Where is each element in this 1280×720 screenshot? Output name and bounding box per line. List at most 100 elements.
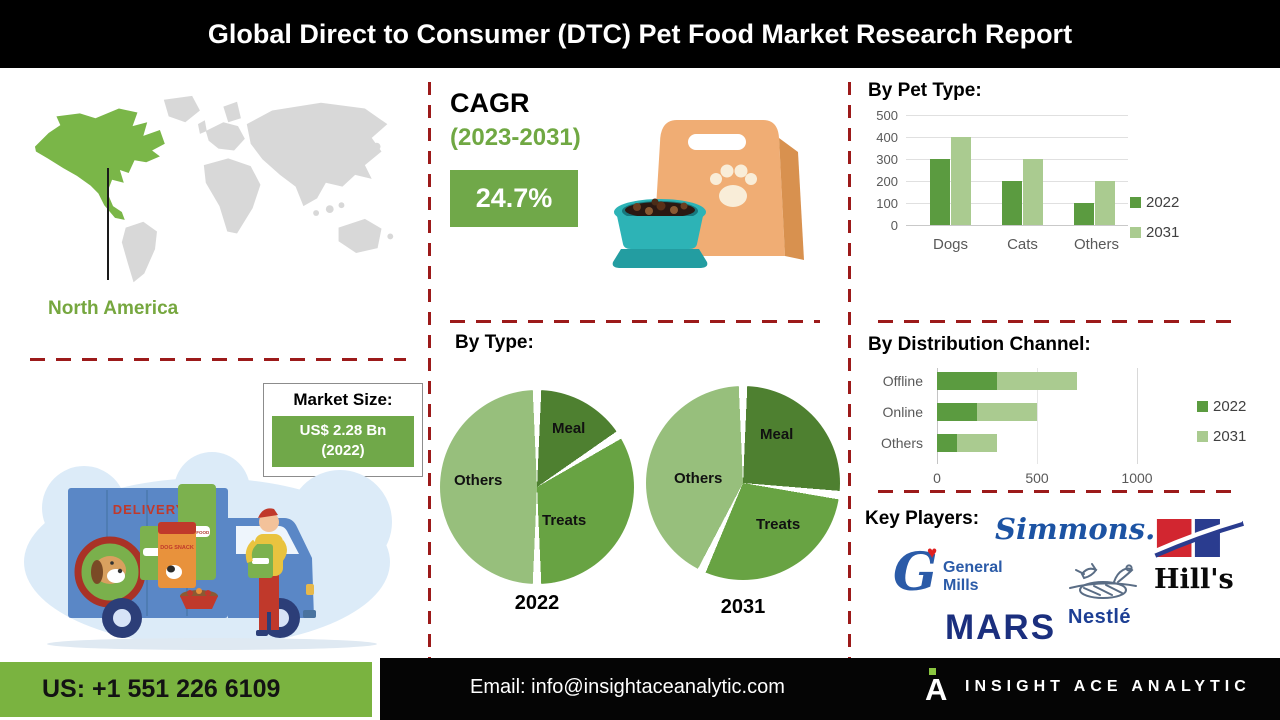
pie-2022-caption: 2022	[514, 592, 560, 614]
dist-bars-online	[937, 403, 1037, 421]
brand-logo-a: A	[925, 672, 948, 707]
email-text: Email: info@insightaceanalytic.com	[470, 676, 785, 698]
brand-logo-icon: A	[925, 666, 955, 712]
pet-food-illustration	[612, 120, 804, 268]
divider-right-mid	[878, 490, 1232, 493]
dist-segment-offline-2031	[997, 372, 1077, 390]
brand-name: INSIGHT ACE ANALYTIC	[965, 678, 1251, 695]
gridline-400	[906, 137, 1128, 138]
legend-item-2022: 2022	[1130, 194, 1179, 211]
pie-2022-label-treats: Treats	[542, 512, 587, 529]
bar-dogs-2022	[930, 159, 950, 225]
divider-right-top	[878, 320, 1232, 323]
pie-2022-label-others: Others	[454, 472, 503, 489]
market-size-amount: US$ 2.28 Bn	[299, 422, 387, 439]
cagr-value-box: 24.7%	[450, 170, 578, 227]
hills-text: Hill's	[1154, 564, 1234, 595]
dist-gridline-1000	[1137, 368, 1138, 464]
general-mills-text-2: Mills	[943, 576, 979, 594]
hills-logo: Hill's	[1150, 512, 1245, 602]
dist-xtick-0: 0	[933, 470, 941, 486]
bar-group-cats	[1002, 159, 1043, 225]
cagr-value: 24.7%	[475, 183, 553, 213]
nestle-nest-icon	[1069, 563, 1137, 599]
pie-2022-label-meal: Meal	[552, 420, 586, 437]
pie-2022: Meal Others Treats	[440, 390, 634, 584]
bar-group-dogs	[930, 137, 971, 225]
mars-logo: MARS	[945, 608, 1057, 647]
dist-rows: Offline Online Others	[868, 372, 1077, 465]
legend-swatch-2031	[1130, 227, 1141, 238]
y-tick-0: 0	[890, 218, 898, 233]
bar-dogs-2031	[951, 137, 971, 225]
legend-label-2031: 2031	[1213, 428, 1247, 445]
dist-row-online: Online	[868, 403, 1077, 421]
legend-item-2031: 2031	[1130, 224, 1179, 241]
pet-type-plot	[906, 115, 1128, 226]
pet-type-yaxis: 500 400 300 200 100 0	[868, 108, 898, 234]
world-map	[34, 95, 394, 283]
bar-others-2022	[1074, 203, 1094, 225]
truck-bag-food-label: DOG FOOD	[185, 530, 210, 535]
x-label-others: Others	[1074, 236, 1120, 253]
bar-cats-2022	[1002, 181, 1022, 225]
truck-delivery-text: DELIVERY	[113, 502, 186, 517]
dist-segment-others-2031	[957, 434, 997, 452]
legend-item-2031: 2031	[1197, 428, 1246, 445]
bar-cats-2031	[1023, 159, 1043, 225]
pie-2022-circle	[440, 390, 634, 584]
gridline-300	[906, 159, 1128, 160]
divider-vertical-right	[848, 82, 851, 658]
y-tick-400: 400	[876, 130, 898, 145]
by-type-title: By Type:	[455, 332, 534, 353]
dist-label-offline: Offline	[882, 373, 923, 389]
dist-segment-others-2022	[937, 434, 957, 452]
legend-swatch-2022	[1130, 197, 1141, 208]
y-tick-300: 300	[876, 152, 898, 167]
x-label-dogs: Dogs	[932, 236, 969, 253]
footer-bar: Email: info@insightaceanalytic.com A INS…	[380, 658, 1280, 720]
market-size-box: Market Size: US$ 2.28 Bn (2022)	[263, 383, 423, 477]
key-players-label: Key Players:	[865, 508, 980, 529]
phone-box: US: +1 551 226 6109	[0, 662, 372, 717]
dist-legend: 2022 2031	[1197, 398, 1246, 445]
market-size-year: (2022)	[321, 442, 365, 460]
general-mills-g-mark: G	[893, 542, 938, 603]
truck-bag-snack-label: DOG SNACK	[160, 545, 194, 551]
dist-bars-others	[937, 434, 997, 452]
y-tick-100: 100	[876, 196, 898, 211]
dist-row-others: Others	[868, 434, 1077, 452]
nestle-text: Nestlé	[1068, 606, 1132, 628]
pie-2031-circle	[646, 386, 840, 580]
bar-group-others	[1074, 181, 1115, 225]
pie-2031-label-meal: Meal	[760, 426, 794, 443]
general-mills-logo: G ♥ General Mills	[893, 543, 1008, 605]
delivery-illustration: DELIVERY DOG FOOD DOG SNACK	[24, 452, 392, 650]
market-size-value: US$ 2.28 Bn (2022)	[272, 416, 414, 467]
region-pointer-line	[107, 168, 109, 280]
dist-segment-offline-2022	[937, 372, 997, 390]
legend-label-2022: 2022	[1146, 194, 1180, 211]
dist-xtick-500: 500	[1025, 470, 1049, 486]
distribution-title: By Distribution Channel:	[868, 334, 1091, 355]
pet-type-xaxis: Dogs Cats Others	[906, 236, 1128, 253]
dist-xtick-1000: 1000	[1121, 470, 1153, 486]
legend-label-2031: 2031	[1146, 224, 1180, 241]
divider-middle-column	[450, 320, 820, 323]
legend-swatch-2031	[1197, 431, 1208, 442]
brand-logo-dot	[929, 668, 936, 675]
divider-vertical-left	[428, 82, 431, 658]
pie-2031-caption: 2031	[720, 596, 766, 618]
page-title: Global Direct to Consumer (DTC) Pet Food…	[207, 18, 1073, 49]
legend-label-2022: 2022	[1213, 398, 1247, 415]
gridline-500	[906, 115, 1128, 116]
legend-swatch-2022	[1197, 401, 1208, 412]
y-tick-200: 200	[876, 174, 898, 189]
divider-left-column	[30, 358, 406, 361]
cagr-period: (2023-2031)	[450, 124, 581, 151]
phone-number: US: +1 551 226 6109	[42, 675, 281, 703]
hills-mark	[1152, 517, 1244, 558]
pie-2031: Meal Others Treats	[646, 386, 840, 580]
dist-bars-offline	[937, 372, 1077, 390]
